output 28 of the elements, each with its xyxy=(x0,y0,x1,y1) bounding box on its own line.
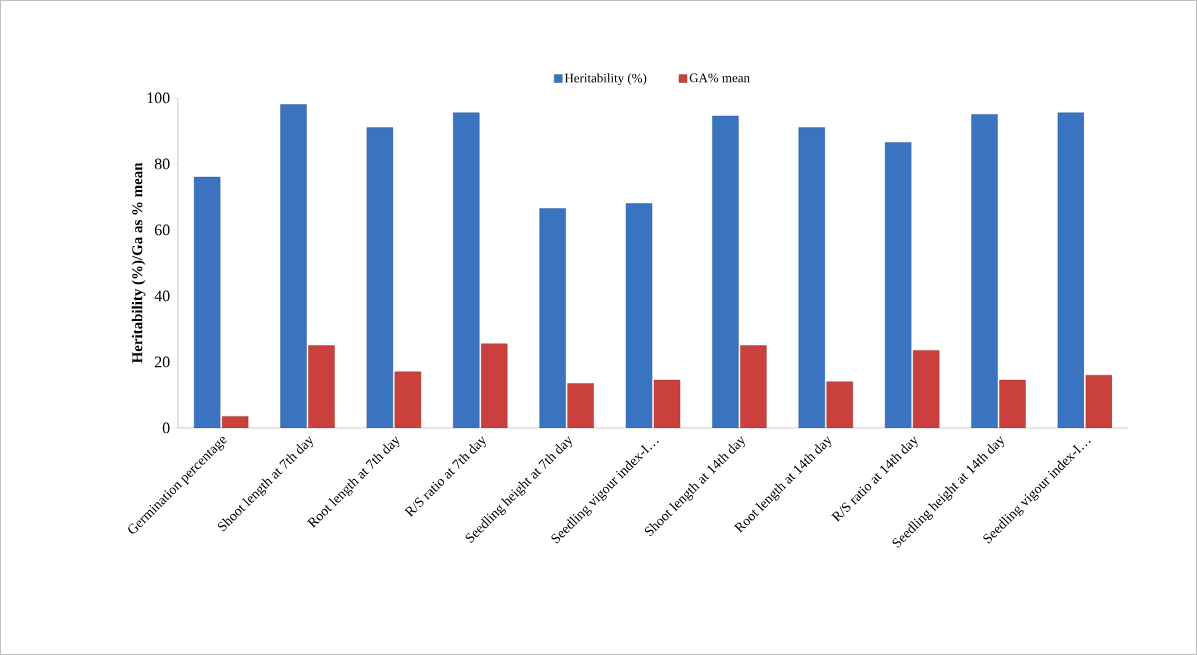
bar xyxy=(481,343,508,428)
bar xyxy=(826,381,853,428)
bar xyxy=(740,345,767,428)
bar xyxy=(712,115,739,428)
bar xyxy=(999,379,1026,428)
bar xyxy=(394,371,422,428)
bar xyxy=(1057,112,1085,428)
y-tick-label: 60 xyxy=(154,224,170,236)
y-tick-label: 0 xyxy=(162,422,170,434)
y-tick-label: 40 xyxy=(154,290,170,302)
bar xyxy=(912,350,940,428)
y-tick-label: 20 xyxy=(154,356,170,368)
bar xyxy=(798,127,825,428)
bar xyxy=(308,345,335,428)
legend-label: Heritability (%) xyxy=(564,73,647,86)
bar xyxy=(366,127,394,428)
bar xyxy=(539,208,566,428)
y-tick-label: 80 xyxy=(154,158,170,170)
bar xyxy=(625,203,653,428)
y-axis-title: Heritability (%)/Ga as % mean xyxy=(131,162,146,364)
bar xyxy=(193,176,221,428)
y-tick-label: 100 xyxy=(147,92,170,104)
bar xyxy=(971,114,998,428)
bar xyxy=(567,383,594,428)
bar xyxy=(453,112,480,428)
bar xyxy=(280,104,307,428)
bar xyxy=(884,142,912,428)
legend-label: GA% mean xyxy=(689,73,750,83)
